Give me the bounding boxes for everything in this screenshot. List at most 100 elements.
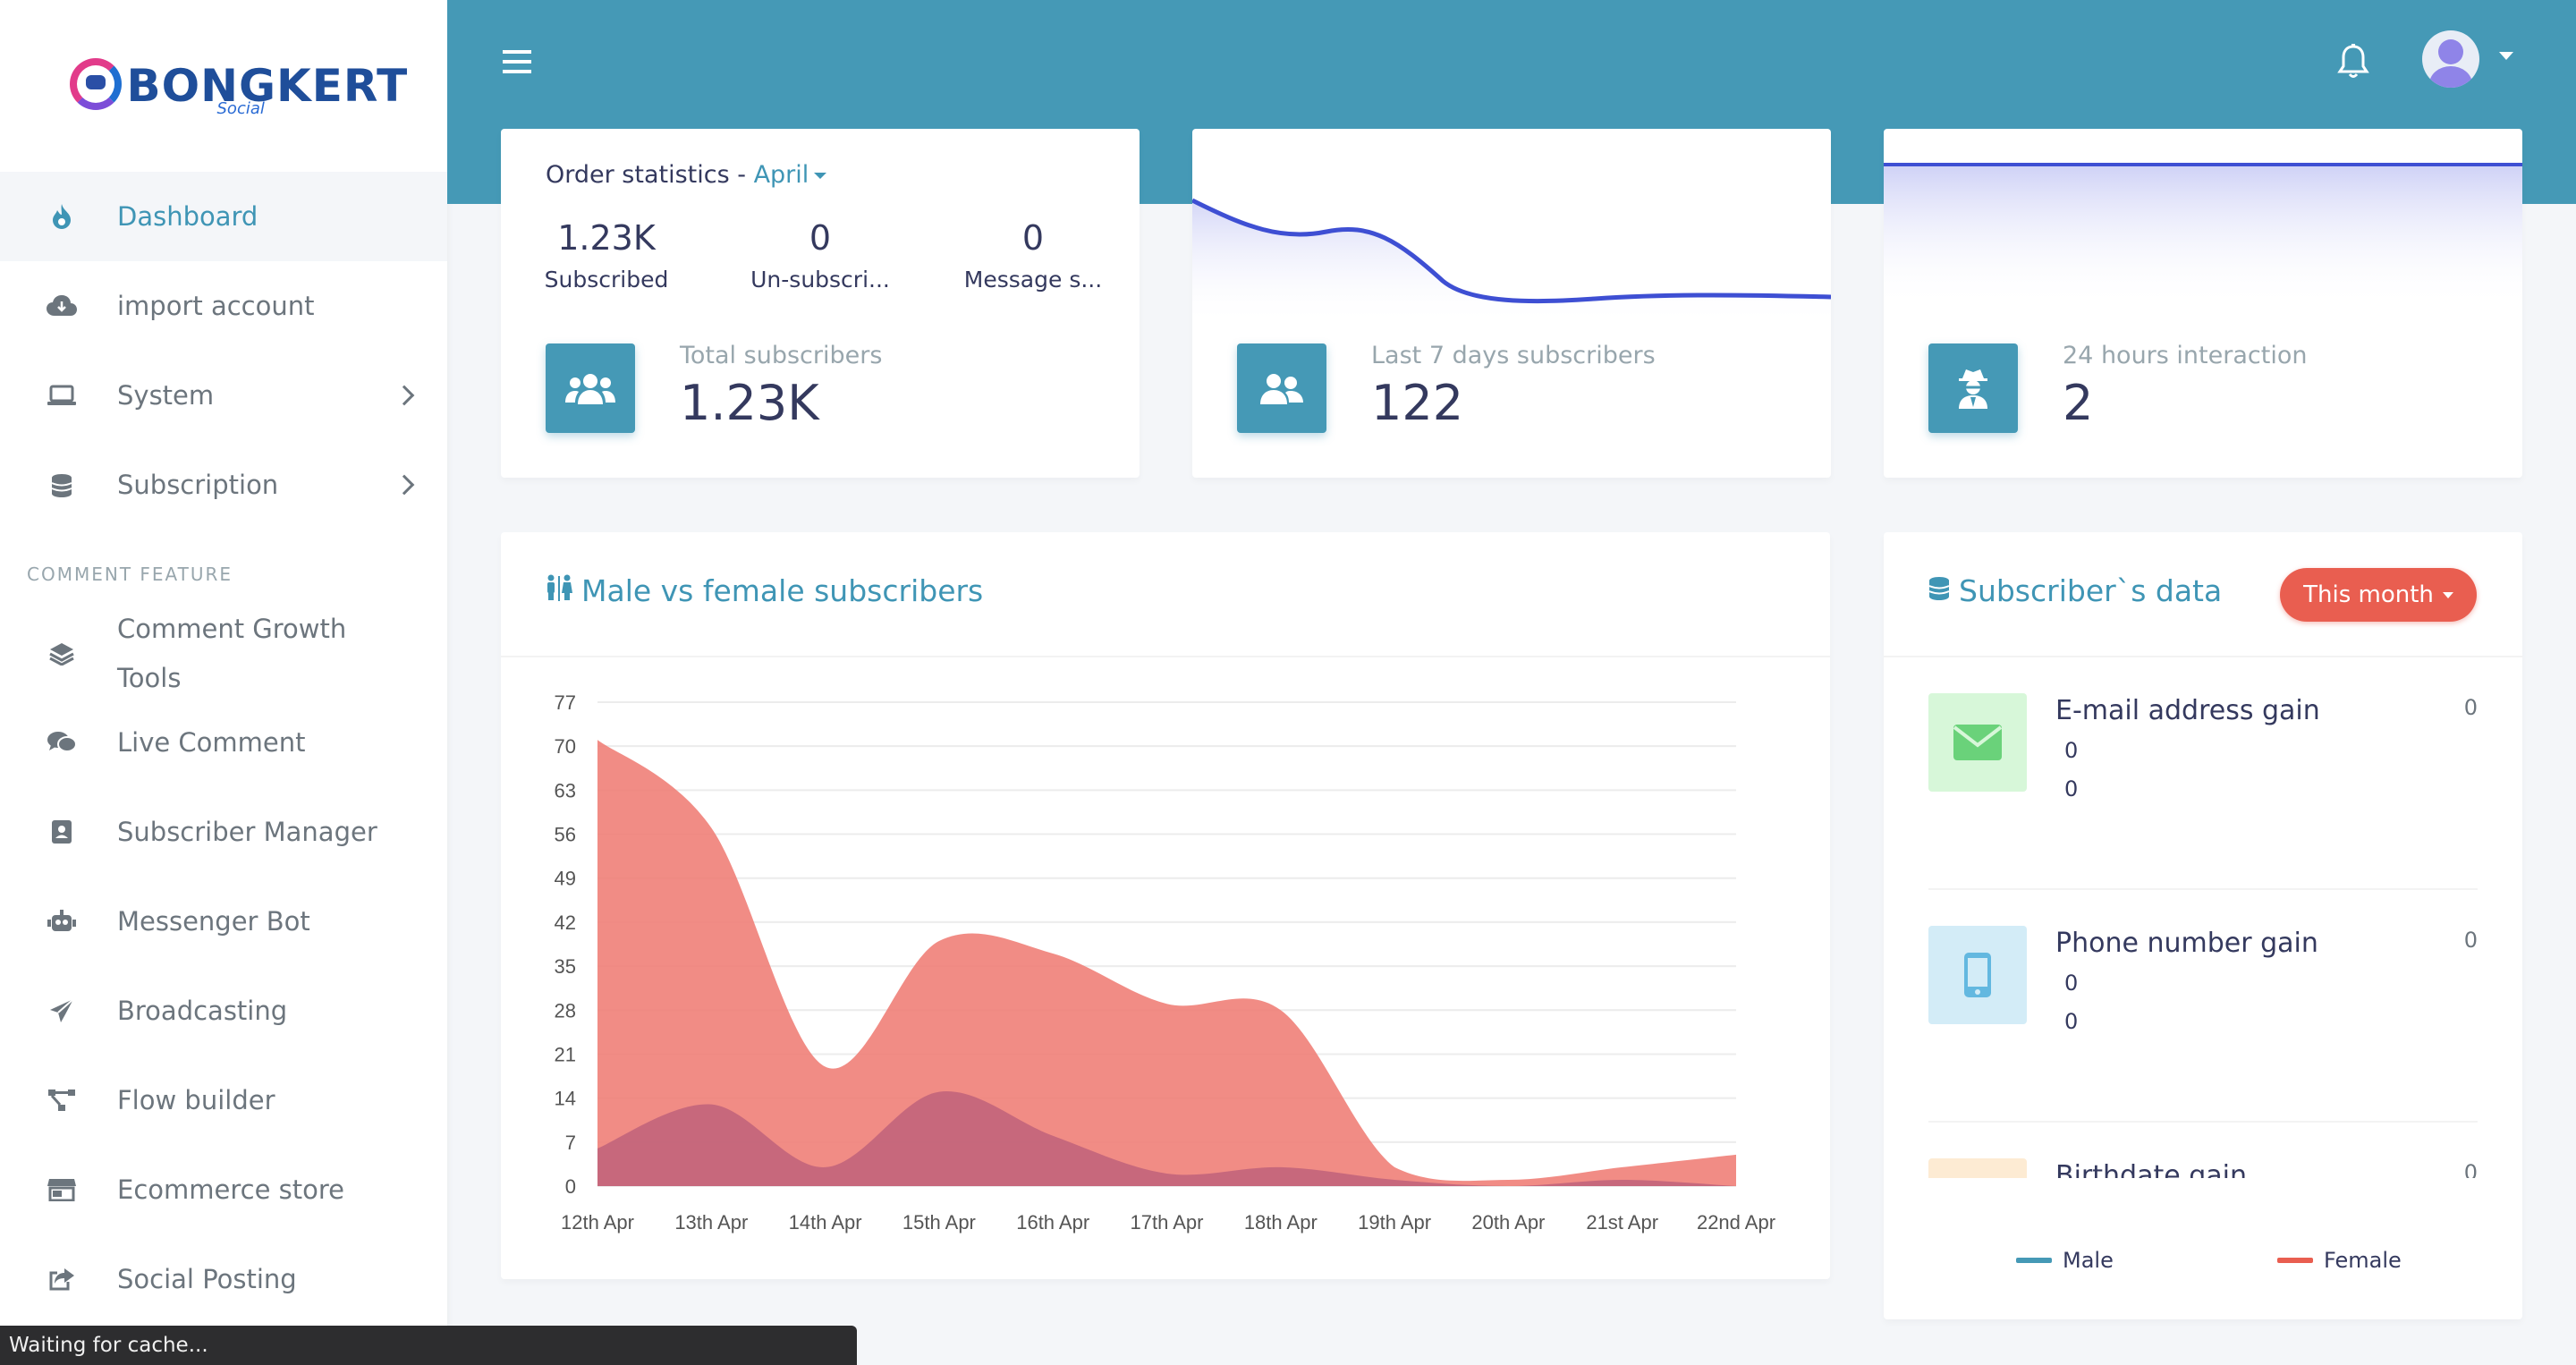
y-tick-label: 28	[555, 999, 576, 1022]
gain-value: 0	[2064, 971, 2079, 996]
sidebar-item-label: Subscription	[117, 469, 279, 500]
brand-sub: Social	[216, 99, 265, 118]
x-tick-label: 14th Apr	[789, 1211, 862, 1234]
browser-status-bar: Waiting for cache...	[0, 1326, 857, 1365]
y-tick-label: 21	[555, 1043, 576, 1065]
notification-bell-icon[interactable]	[2337, 43, 2369, 81]
sidebar-item-label: Live Comment	[117, 726, 306, 758]
gain-item-birthdate: Birthdate gain 0 0 0	[1928, 1123, 2478, 1178]
series-area-male	[597, 1091, 1736, 1186]
sidebar-item-flow-builder[interactable]: Flow builder	[0, 1056, 447, 1145]
sidebar-item-label: Subscriber Manager	[117, 816, 377, 847]
legend-swatch	[2277, 1258, 2313, 1263]
stat-label: Message s...	[963, 267, 1103, 292]
y-tick-label: 49	[555, 868, 576, 890]
user-avatar[interactable]	[2422, 30, 2479, 88]
logo-mark: BONGKERT Social	[69, 49, 407, 121]
legend-label: Female	[2324, 1248, 2402, 1273]
stat-value: 0	[1021, 218, 1045, 258]
sidebar-item-import-account[interactable]: import account	[0, 261, 447, 351]
users-icon	[546, 343, 635, 433]
birthday-cake-icon	[1928, 1158, 2027, 1178]
sparkline-chart	[1192, 198, 1831, 326]
sidebar-item-label: Comment Growth Tools	[117, 614, 347, 693]
interaction-label: 24 hours interaction	[2063, 342, 2308, 369]
gain-count: 0	[2463, 928, 2478, 953]
y-tick-label: 56	[555, 824, 576, 846]
x-tick-label: 12th Apr	[561, 1211, 634, 1234]
sidebar-item-system[interactable]: System	[0, 351, 447, 440]
sidebar-item-messenger-bot[interactable]: Messenger Bot	[0, 877, 447, 966]
panel-title: Subscriber`s data	[1928, 573, 2222, 608]
laptop-code-icon	[47, 380, 77, 411]
stat-value: 1.23K	[557, 218, 656, 258]
dropdown-label: This month	[2303, 581, 2434, 608]
envelope-icon	[1928, 693, 2027, 792]
gain-value: 0	[2064, 1009, 2079, 1034]
sidebar-item-comment-growth-tools[interactable]: Comment Growth Tools	[0, 605, 447, 703]
male-female-area-chart: 0 7 14 21 28 35 42 49 56 63 70 77 12th Apr 13th Apr 14…	[555, 691, 1776, 1234]
last-7-days-value: 122	[1371, 375, 1464, 431]
gain-value: 0	[2064, 738, 2079, 763]
sidebar-item-label: Messenger Bot	[117, 905, 310, 937]
gain-item-email: E-mail address gain 0 0 0	[1928, 657, 2478, 890]
sidebar-item-label: System	[117, 379, 215, 411]
cloud-download-icon	[47, 291, 77, 321]
y-tick-label: 42	[555, 911, 576, 934]
sidebar-item-ecommerce-store[interactable]: Ecommerce store	[0, 1145, 447, 1234]
stat-value: 0	[809, 218, 832, 258]
y-tick-label: 70	[555, 735, 576, 758]
gain-list: E-mail address gain 0 0 0 Phone number g…	[1884, 657, 2522, 1178]
layer-group-icon	[47, 639, 77, 669]
sidebar-item-live-comment[interactable]: Live Comment	[0, 698, 447, 787]
sidebar-item-subscriber-manager[interactable]: Subscriber Manager	[0, 787, 447, 877]
order-statistics-label: Order statistics -	[546, 161, 754, 189]
x-tick-label: 16th Apr	[1016, 1211, 1089, 1234]
brand-name: BONGKERT	[126, 60, 409, 112]
user-secret-icon	[1928, 343, 2018, 433]
legend-item-female[interactable]: Female	[2277, 1248, 2402, 1273]
stat-subscribed: 1.23K Subscribed	[517, 218, 696, 292]
sidebar-item-subscription[interactable]: Subscription	[0, 440, 447, 530]
panel-header: Male vs female subscribers	[501, 532, 1830, 657]
store-icon	[47, 1174, 77, 1205]
paper-plane-icon	[47, 996, 77, 1026]
gain-title: Birthdate gain	[2055, 1160, 2247, 1178]
sidebar-item-label: Broadcasting	[117, 995, 288, 1026]
caret-down-icon	[814, 173, 827, 179]
comments-icon	[47, 727, 77, 758]
y-tick-label: 35	[555, 955, 576, 978]
y-tick-label: 0	[565, 1175, 576, 1198]
sidebar-item-dashboard[interactable]: Dashboard	[0, 172, 447, 261]
legend-label: Male	[2063, 1248, 2114, 1273]
this-month-dropdown[interactable]: This month	[2280, 568, 2477, 622]
gain-count: 0	[2463, 695, 2478, 720]
sidebar-item-social-posting[interactable]: Social Posting	[0, 1234, 447, 1324]
x-tick-label: 15th Apr	[902, 1211, 976, 1234]
male-female-icon	[546, 573, 572, 608]
y-tick-label: 14	[555, 1088, 576, 1110]
sidebar-section-header: COMMENT FEATURE	[27, 564, 233, 585]
last-7-days-label: Last 7 days subscribers	[1371, 342, 1656, 369]
month-dropdown-label: April	[753, 161, 809, 189]
interaction-value: 2	[2063, 375, 2094, 431]
stat-unsubscribed: 0 Un-subscri...	[731, 218, 910, 292]
month-dropdown[interactable]: April	[754, 161, 827, 189]
panel-title: Male vs female subscribers	[546, 573, 983, 608]
brand-logo[interactable]: BONGKERT Social	[0, 0, 447, 170]
share-square-icon	[47, 1264, 77, 1294]
subscriber-data-card: Subscriber`s data This month E-mail addr…	[1884, 532, 2522, 1319]
coins-icon	[47, 470, 77, 500]
gain-item-phone: Phone number gain 0 0 0	[1928, 890, 2478, 1123]
stat-label: Un-subscri...	[750, 267, 890, 292]
x-tick-label: 19th Apr	[1358, 1211, 1431, 1234]
x-tick-label: 13th Apr	[674, 1211, 748, 1234]
sidebar-item-broadcasting[interactable]: Broadcasting	[0, 966, 447, 1056]
gender-chart-card: Male vs female subscribers 0 7 14 21 28 35 42 4…	[501, 532, 1830, 1279]
menu-toggle-icon[interactable]	[503, 50, 531, 73]
chart-legend: Male Female	[1884, 1248, 2522, 1284]
legend-item-male[interactable]: Male	[2016, 1248, 2114, 1273]
chevron-down-icon[interactable]	[2499, 52, 2513, 60]
address-card-icon	[47, 817, 77, 847]
sidebar-item-label: import account	[117, 290, 315, 321]
